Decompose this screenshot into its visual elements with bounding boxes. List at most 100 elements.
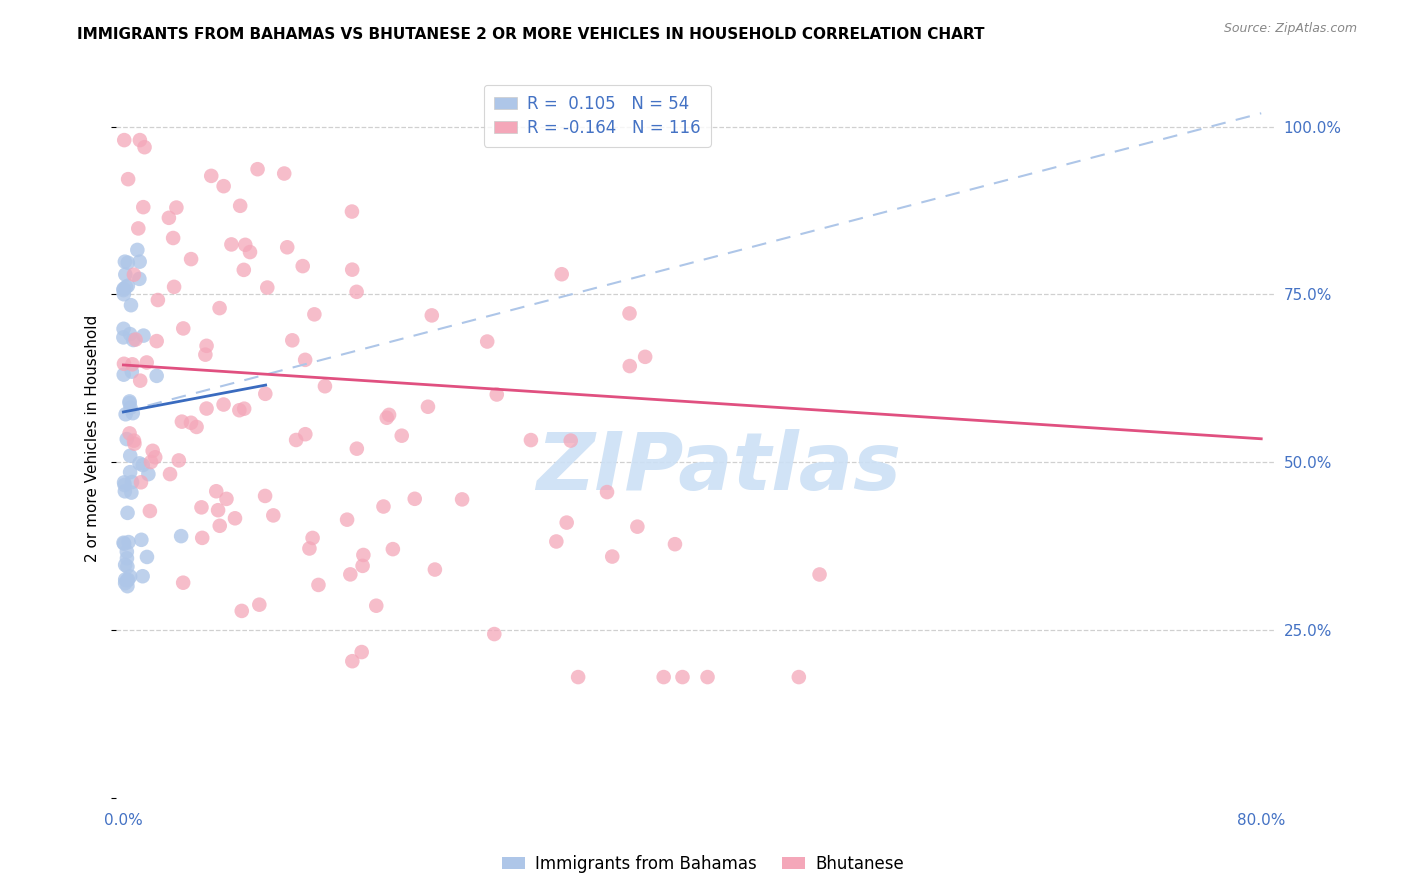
- Point: [114, 558, 136, 572]
- Point: [114, 407, 136, 421]
- Point: [416, 400, 439, 414]
- Point: [366, 599, 388, 613]
- Point: [375, 410, 398, 425]
- Point: [112, 283, 135, 297]
- Point: [477, 334, 499, 349]
- Point: [122, 268, 145, 282]
- Point: [117, 172, 139, 186]
- Text: Source: ZipAtlas.com: Source: ZipAtlas.com: [1223, 22, 1357, 36]
- Point: [336, 513, 359, 527]
- Point: [139, 455, 162, 469]
- Point: [228, 403, 250, 417]
- Point: [117, 506, 139, 520]
- Point: [301, 531, 323, 545]
- Point: [180, 252, 202, 266]
- Point: [138, 467, 160, 482]
- Point: [121, 365, 143, 379]
- Point: [350, 645, 373, 659]
- Point: [307, 578, 329, 592]
- Point: [314, 379, 336, 393]
- Point: [146, 293, 169, 307]
- Point: [117, 278, 139, 293]
- Point: [207, 503, 229, 517]
- Point: [118, 327, 141, 342]
- Point: [172, 321, 194, 335]
- Point: [567, 670, 589, 684]
- Point: [170, 529, 193, 543]
- Point: [787, 670, 810, 684]
- Point: [117, 535, 139, 549]
- Point: [205, 484, 228, 499]
- Point: [404, 491, 426, 506]
- Point: [600, 549, 623, 564]
- Point: [112, 330, 135, 344]
- Point: [118, 394, 141, 409]
- Point: [112, 322, 135, 336]
- Point: [118, 396, 141, 410]
- Point: [131, 533, 153, 547]
- Point: [157, 211, 180, 225]
- Point: [118, 426, 141, 441]
- Point: [129, 374, 152, 388]
- Point: [120, 401, 142, 415]
- Point: [546, 534, 568, 549]
- Point: [131, 569, 153, 583]
- Point: [195, 339, 218, 353]
- Point: [117, 559, 139, 574]
- Point: [114, 484, 136, 499]
- Point: [127, 243, 149, 257]
- Point: [485, 387, 508, 401]
- Point: [420, 309, 443, 323]
- Point: [167, 453, 190, 467]
- Point: [115, 544, 138, 558]
- Point: [212, 398, 235, 412]
- Point: [696, 670, 718, 684]
- Point: [484, 627, 506, 641]
- Point: [298, 541, 321, 556]
- Point: [136, 549, 159, 564]
- Point: [122, 434, 145, 448]
- Point: [120, 569, 142, 583]
- Point: [276, 240, 298, 254]
- Text: IMMIGRANTS FROM BAHAMAS VS BHUTANESE 2 OR MORE VEHICLES IN HOUSEHOLD CORRELATION: IMMIGRANTS FROM BAHAMAS VS BHUTANESE 2 O…: [77, 27, 984, 42]
- Point: [114, 254, 136, 268]
- Point: [112, 537, 135, 551]
- Point: [112, 133, 135, 147]
- Point: [200, 169, 222, 183]
- Point: [114, 576, 136, 591]
- Point: [626, 519, 648, 533]
- Point: [121, 406, 143, 420]
- Point: [112, 357, 135, 371]
- Point: [195, 401, 218, 416]
- Point: [170, 415, 193, 429]
- Point: [254, 386, 277, 401]
- Point: [208, 518, 231, 533]
- Point: [229, 199, 252, 213]
- Legend: R =  0.105   N = 54, R = -0.164   N = 116: R = 0.105 N = 54, R = -0.164 N = 116: [484, 85, 711, 147]
- Point: [262, 508, 284, 523]
- Point: [135, 355, 157, 369]
- Point: [112, 475, 135, 490]
- Point: [129, 475, 152, 490]
- Point: [342, 262, 364, 277]
- Point: [112, 287, 135, 301]
- Point: [190, 500, 212, 515]
- Point: [165, 201, 187, 215]
- Point: [124, 436, 146, 450]
- Point: [221, 237, 243, 252]
- Point: [233, 237, 256, 252]
- Point: [142, 443, 165, 458]
- Point: [451, 492, 474, 507]
- Point: [112, 282, 135, 296]
- Point: [346, 442, 368, 456]
- Point: [551, 267, 574, 281]
- Point: [115, 280, 138, 294]
- Point: [127, 221, 149, 235]
- Point: [180, 416, 202, 430]
- Point: [378, 408, 401, 422]
- Point: [256, 280, 278, 294]
- Point: [671, 670, 693, 684]
- Point: [212, 179, 235, 194]
- Point: [139, 504, 162, 518]
- Point: [117, 256, 139, 270]
